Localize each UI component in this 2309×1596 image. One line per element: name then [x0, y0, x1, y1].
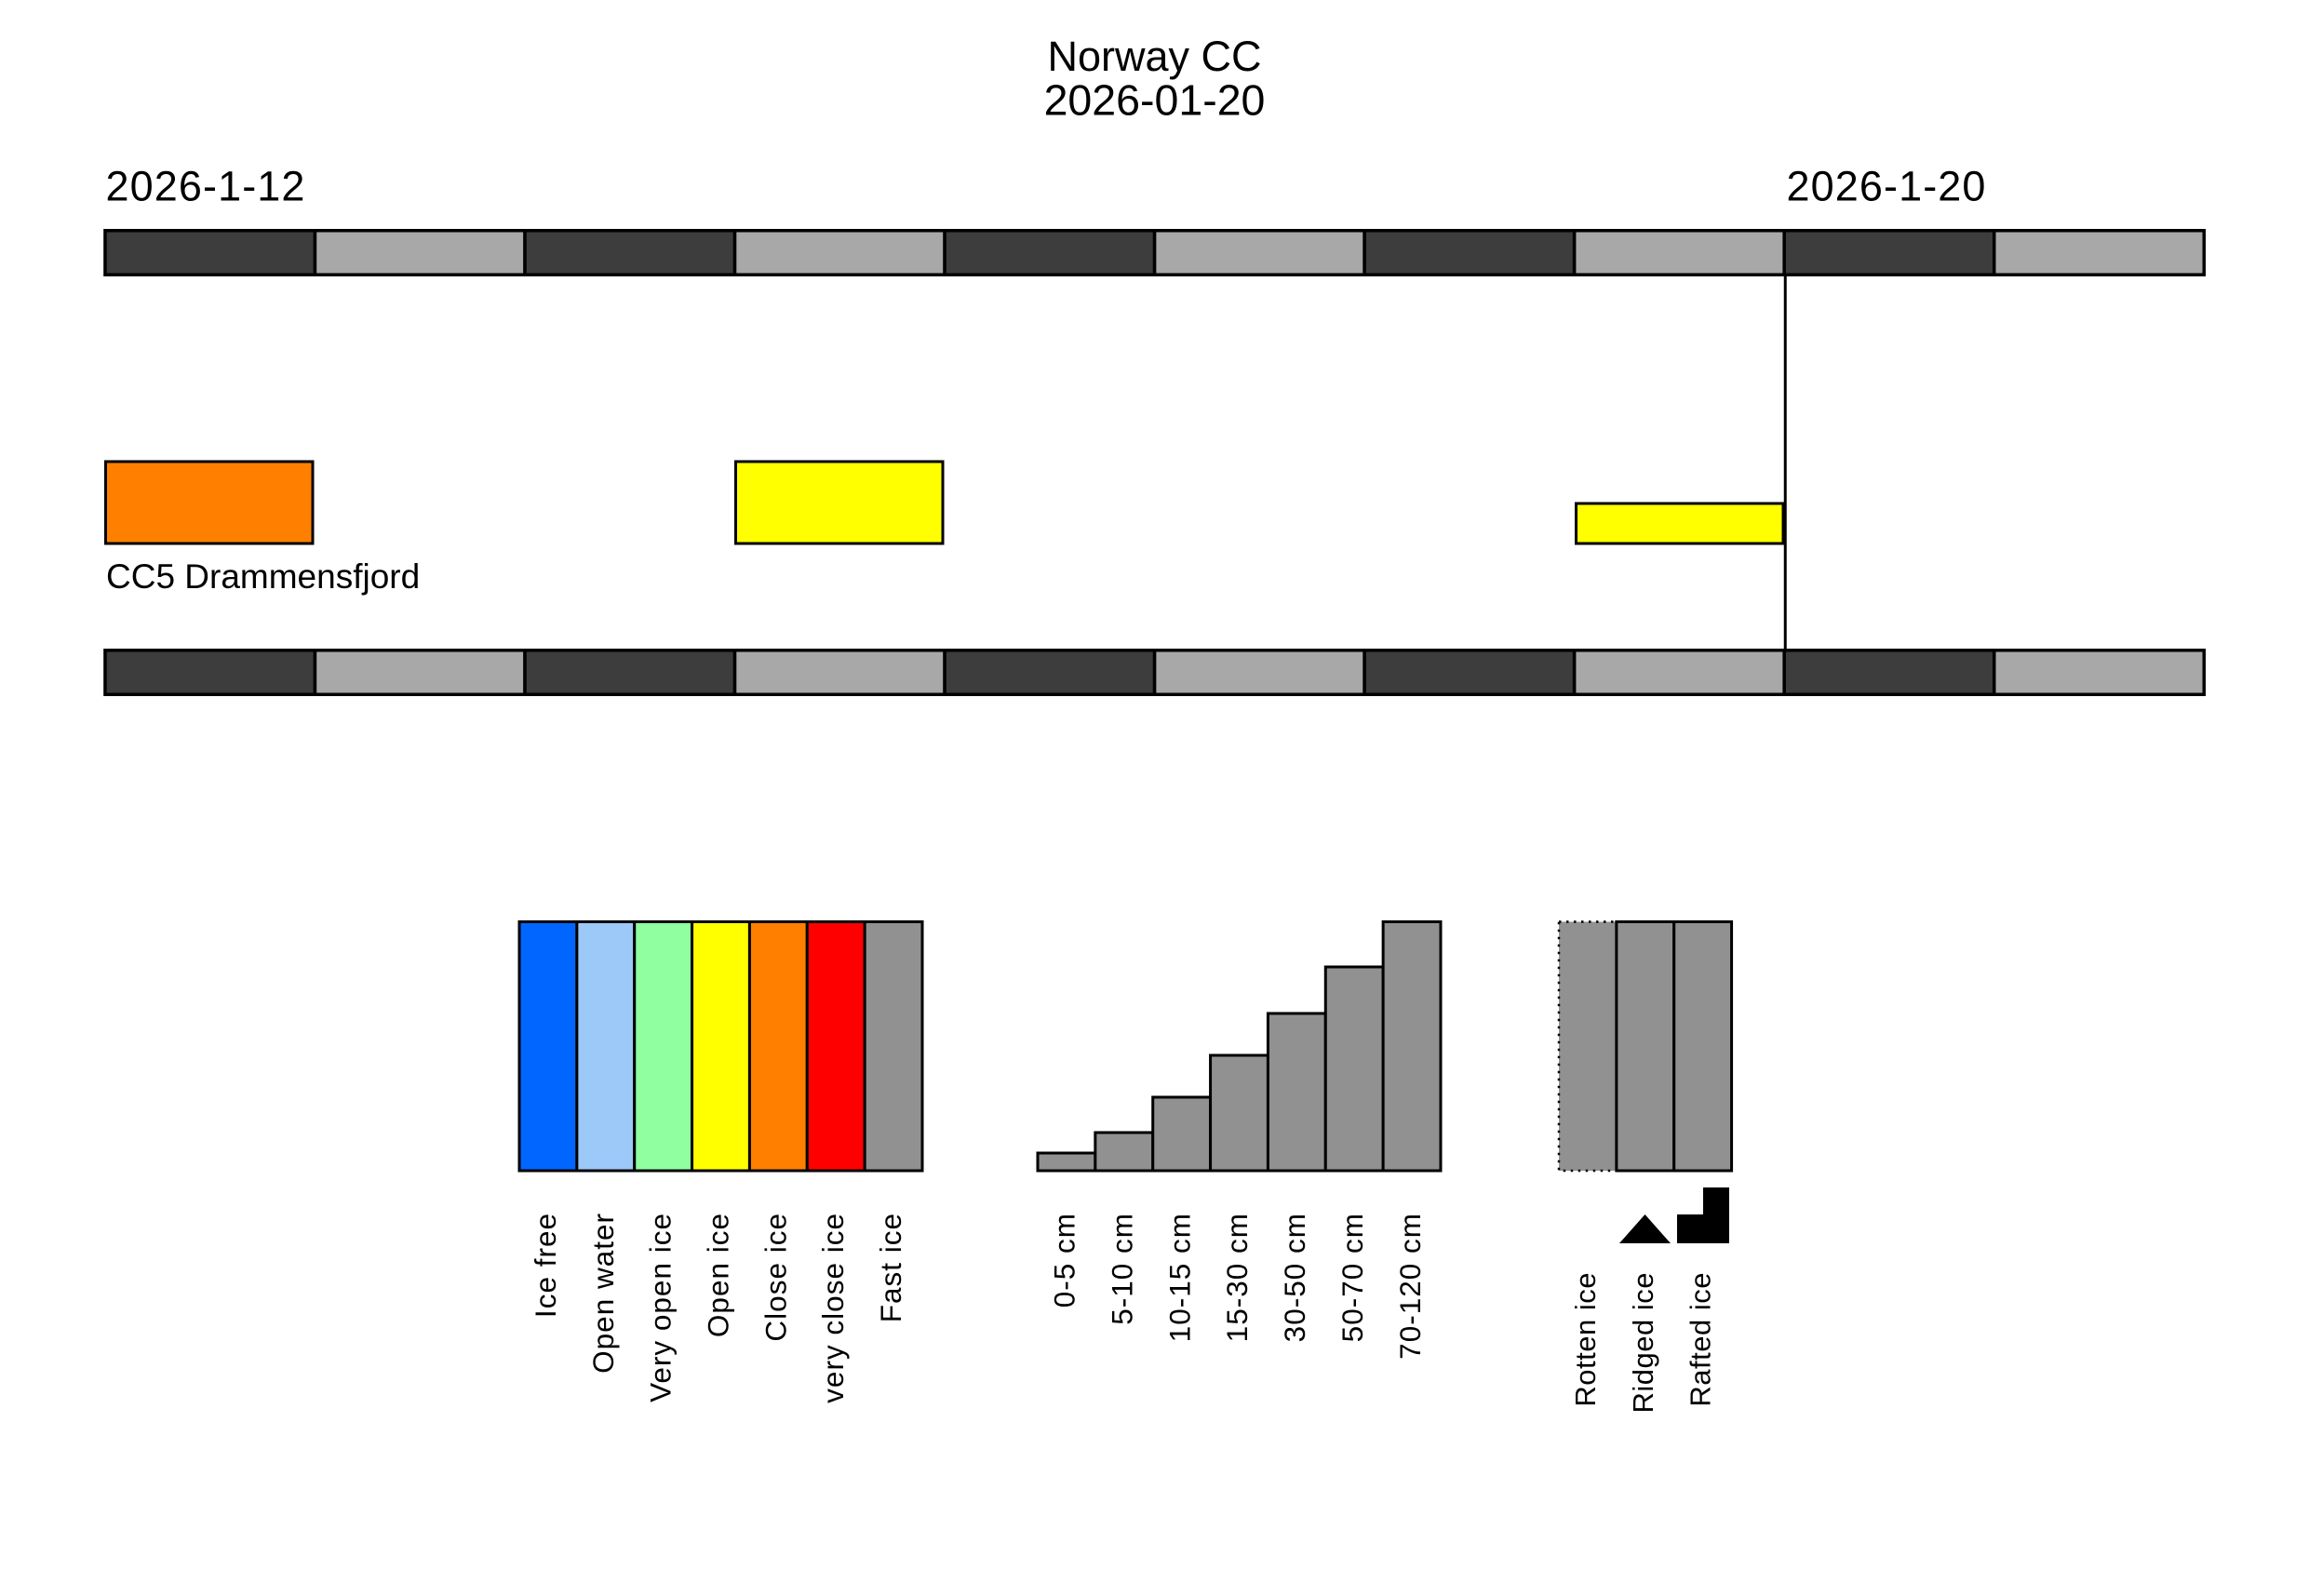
svg-text:2026-1-20: 2026-1-20 — [1787, 163, 1987, 210]
svg-text:very close ice: very close ice — [816, 1213, 850, 1403]
svg-text:30-50 cm: 30-50 cm — [1278, 1213, 1311, 1342]
svg-text:2026-1-12: 2026-1-12 — [106, 163, 306, 210]
svg-text:2026-01-20: 2026-01-20 — [1044, 76, 1266, 125]
svg-text:Norway CC: Norway CC — [1047, 33, 1261, 80]
svg-text:Ridged ice: Ridged ice — [1627, 1272, 1659, 1413]
svg-text:50-70 cm: 50-70 cm — [1336, 1213, 1369, 1342]
svg-text:Ice free: Ice free — [529, 1213, 562, 1318]
svg-text:70-120 cm: 70-120 cm — [1393, 1213, 1427, 1360]
svg-text:10-15 cm: 10-15 cm — [1162, 1213, 1196, 1342]
svg-text:Rotten ice: Rotten ice — [1569, 1272, 1602, 1407]
svg-text:0-5 cm: 0-5 cm — [1048, 1213, 1081, 1308]
svg-text:15-30 cm: 15-30 cm — [1220, 1213, 1254, 1342]
svg-text:Rafted ice: Rafted ice — [1685, 1272, 1717, 1407]
svg-text:Very open ice: Very open ice — [644, 1213, 678, 1402]
svg-text:Close ice: Close ice — [758, 1213, 792, 1342]
svg-text:Open water: Open water — [586, 1213, 620, 1374]
svg-text:5-10 cm: 5-10 cm — [1106, 1213, 1139, 1325]
svg-text:Open ice: Open ice — [702, 1213, 735, 1337]
svg-text:Fast ice: Fast ice — [874, 1213, 907, 1322]
svg-text:CC5 Drammensfjord: CC5 Drammensfjord — [106, 557, 420, 596]
